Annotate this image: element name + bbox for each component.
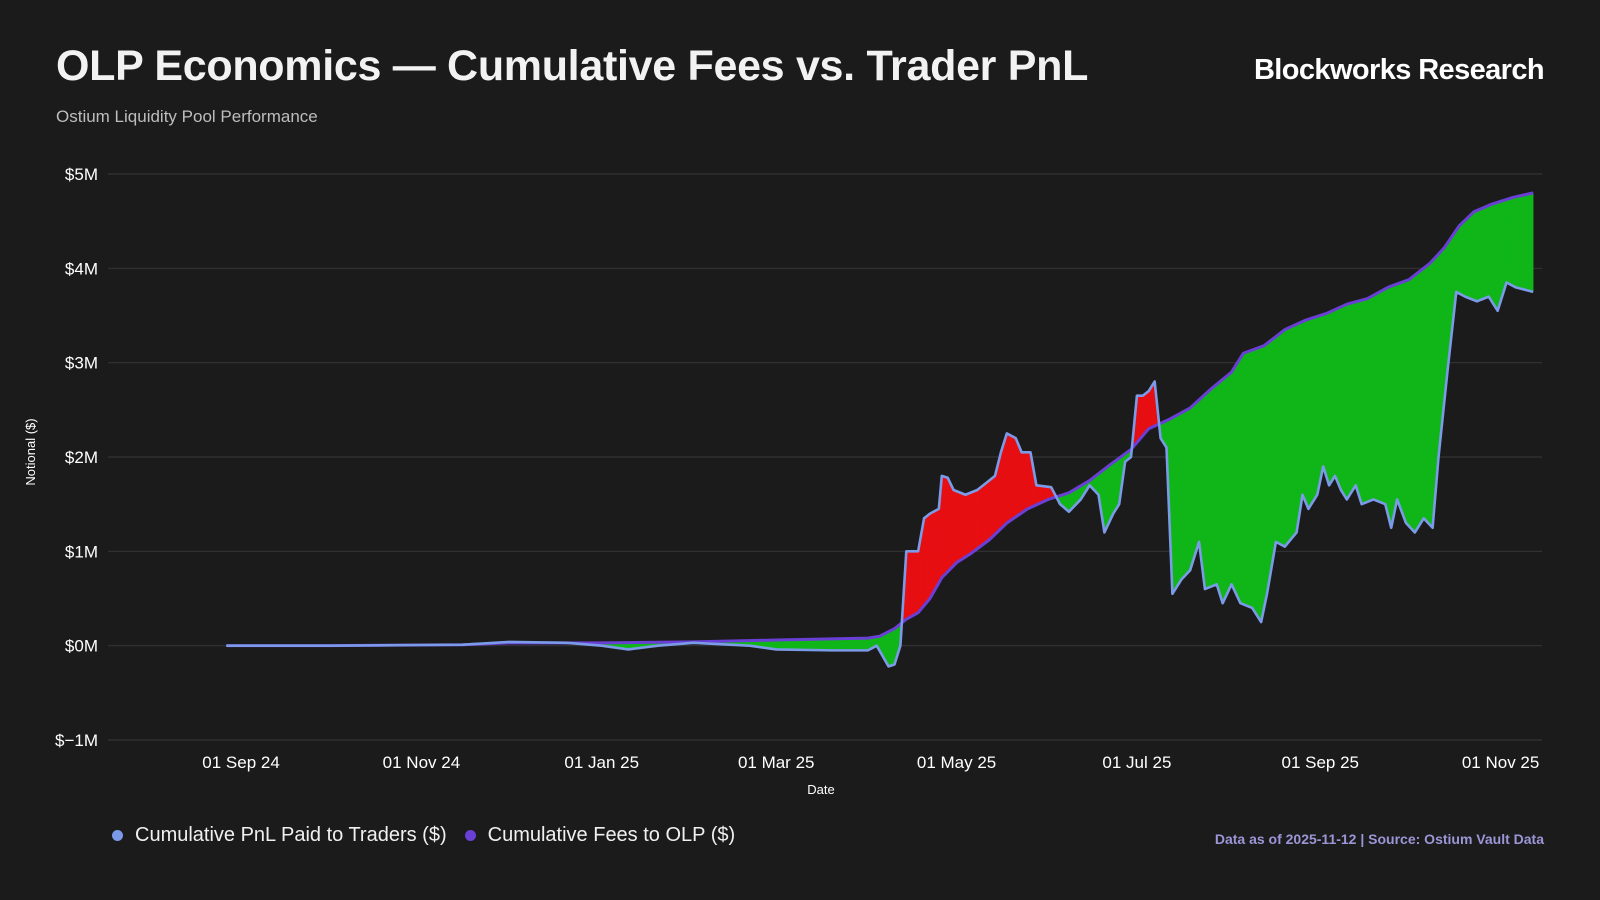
y-tick-label: $1M bbox=[65, 542, 98, 561]
chart-legend: Cumulative PnL Paid to Traders ($) Cumul… bbox=[112, 824, 735, 847]
legend-item-pnl[interactable]: Cumulative PnL Paid to Traders ($) bbox=[112, 824, 447, 847]
series-line-fees bbox=[226, 191, 1534, 648]
series-lines bbox=[226, 191, 1534, 668]
x-axis-ticks: 01 Sep 24 01 Nov 24 01 Jan 25 01 Mar 25 01 M… bbox=[202, 753, 1539, 772]
fill-fees-above-pnl bbox=[226, 192, 1534, 667]
source-note: Data as of 2025-11-12 | Source: Ostium V… bbox=[1214, 831, 1544, 847]
legend-marker-pnl bbox=[112, 830, 123, 841]
x-tick-label: 01 Sep 25 bbox=[1281, 753, 1359, 772]
y-axis-ticks: $5M $4M $3M $2M $1M $0M $−1M bbox=[55, 165, 98, 750]
brand-logo: Blockworks Research bbox=[1253, 54, 1545, 86]
x-tick-label: 01 Nov 25 bbox=[1462, 753, 1540, 772]
chart-title: OLP Economics — Cumulative Fees vs. Trad… bbox=[56, 42, 1089, 90]
legend-item-fees[interactable]: Cumulative Fees to OLP ($) bbox=[464, 824, 736, 847]
y-tick-label: $5M bbox=[65, 165, 98, 184]
fill-pnl-above-fees bbox=[462, 381, 1160, 646]
x-axis-title: Date bbox=[807, 782, 834, 797]
series-line-pnl bbox=[226, 281, 1534, 668]
y-tick-label: $−1M bbox=[55, 731, 98, 750]
y-tick-label: $0M bbox=[65, 637, 98, 656]
x-tick-label: 01 Sep 24 bbox=[202, 753, 280, 772]
x-tick-label: 01 Jan 25 bbox=[564, 753, 639, 772]
legend-label-pnl: Cumulative PnL Paid to Traders ($) bbox=[135, 824, 447, 846]
chart-subtitle: Ostium Liquidity Pool Performance bbox=[56, 107, 318, 126]
y-tick-label: $3M bbox=[65, 354, 98, 373]
fill-areas bbox=[226, 192, 1534, 667]
y-axis-title: Notional ($) bbox=[23, 418, 38, 485]
x-tick-label: 01 Jul 25 bbox=[1102, 753, 1171, 772]
y-tick-label: $2M bbox=[65, 448, 98, 467]
x-tick-label: 01 May 25 bbox=[917, 753, 996, 772]
x-tick-label: 01 Mar 25 bbox=[738, 753, 815, 772]
legend-label-fees: Cumulative Fees to OLP ($) bbox=[487, 824, 736, 846]
x-tick-label: 01 Nov 24 bbox=[383, 753, 461, 772]
y-tick-label: $4M bbox=[65, 259, 98, 278]
legend-marker-fees bbox=[464, 830, 476, 841]
